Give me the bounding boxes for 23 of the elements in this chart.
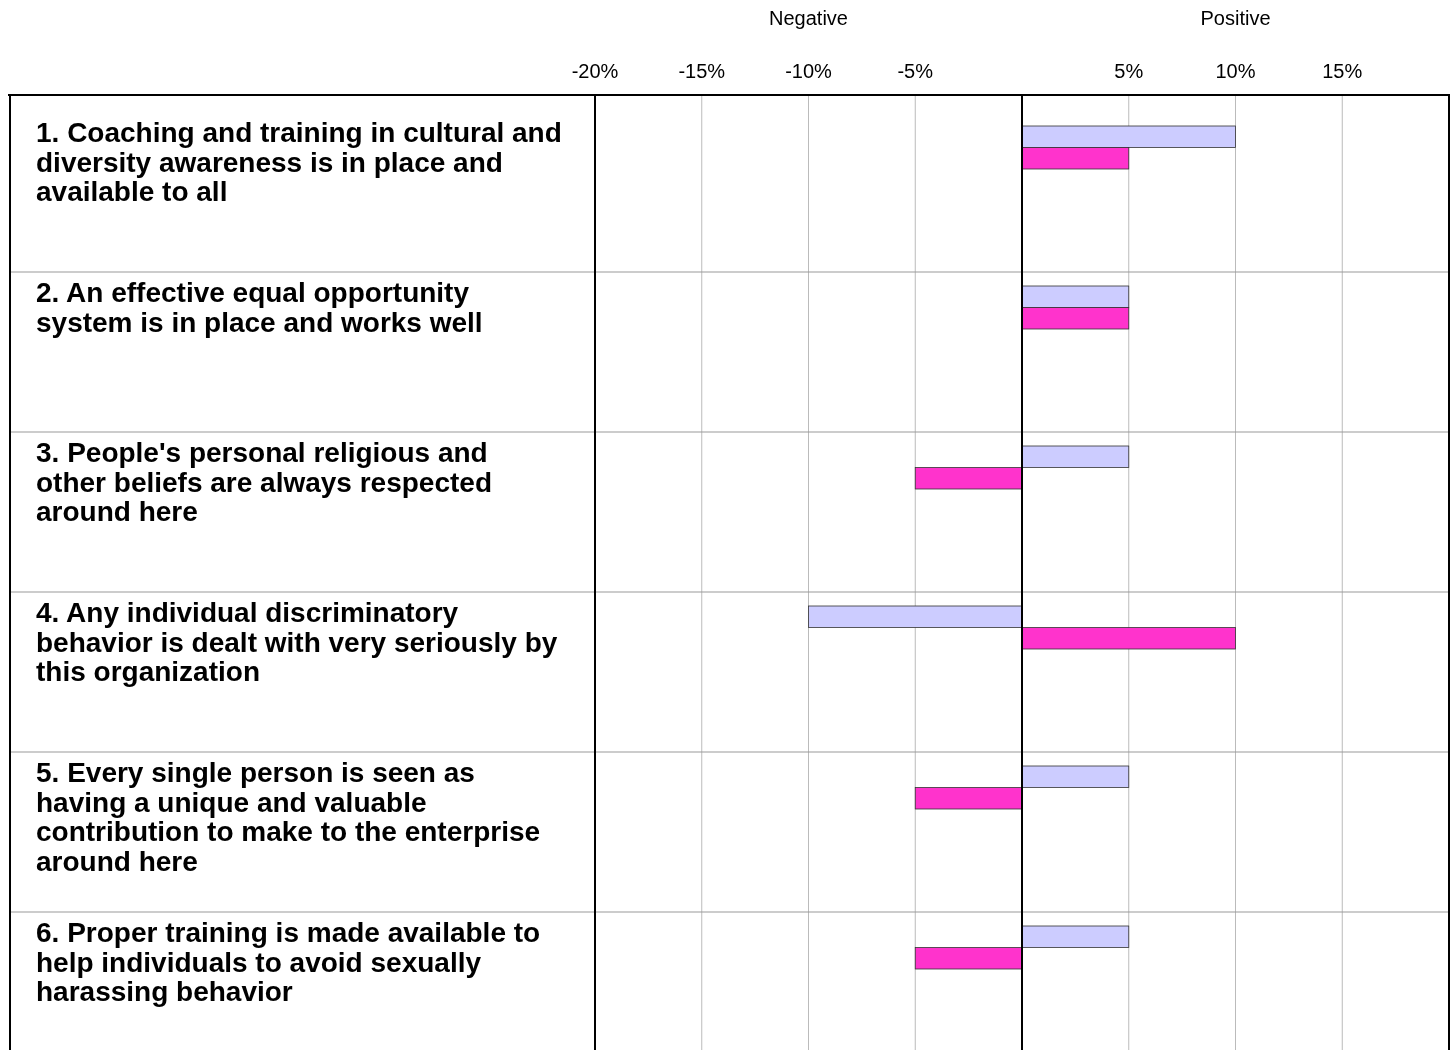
text: Positive	[1200, 7, 1271, 29]
y-tick-label: 6. Proper training is made available to help individuals to avoid sexually harassing behavior	[36, 917, 541, 1007]
bar	[914, 947, 1023, 970]
text: Negative	[769, 7, 848, 29]
bar	[914, 787, 1023, 810]
y-tick-label: 3. People's personal religious and other beliefs are always respected around here	[36, 437, 492, 527]
y-tick-label: 4. Any individual discriminatory behavior is dealt with very seriously by this organization	[36, 597, 558, 687]
x-tick-label: -20%	[571, 60, 619, 82]
x-tick-label: 10%	[1215, 60, 1256, 82]
bar	[808, 605, 1023, 628]
y-tick-label: 1. Coaching and training in cultural and diversity awareness is in place and available to all	[36, 117, 562, 207]
bar	[1021, 765, 1130, 788]
y-tick-label: 5. Every single person is seen as having a unique and valuable contribution to make to the enterprise around here	[36, 757, 541, 877]
bar	[1021, 925, 1130, 948]
x-tick-label: 15%	[1322, 60, 1363, 82]
x-tick-label: -5%	[897, 60, 934, 82]
x-tick-label: 5%	[1114, 60, 1144, 82]
x-tick-label: -10%	[785, 60, 833, 82]
x-tick-label: -15%	[678, 60, 726, 82]
bar	[1021, 445, 1130, 468]
y-tick-label: 2. An effective equal opportunity system is in place and works well	[36, 277, 483, 338]
bar	[1021, 627, 1236, 650]
bar	[914, 467, 1023, 490]
